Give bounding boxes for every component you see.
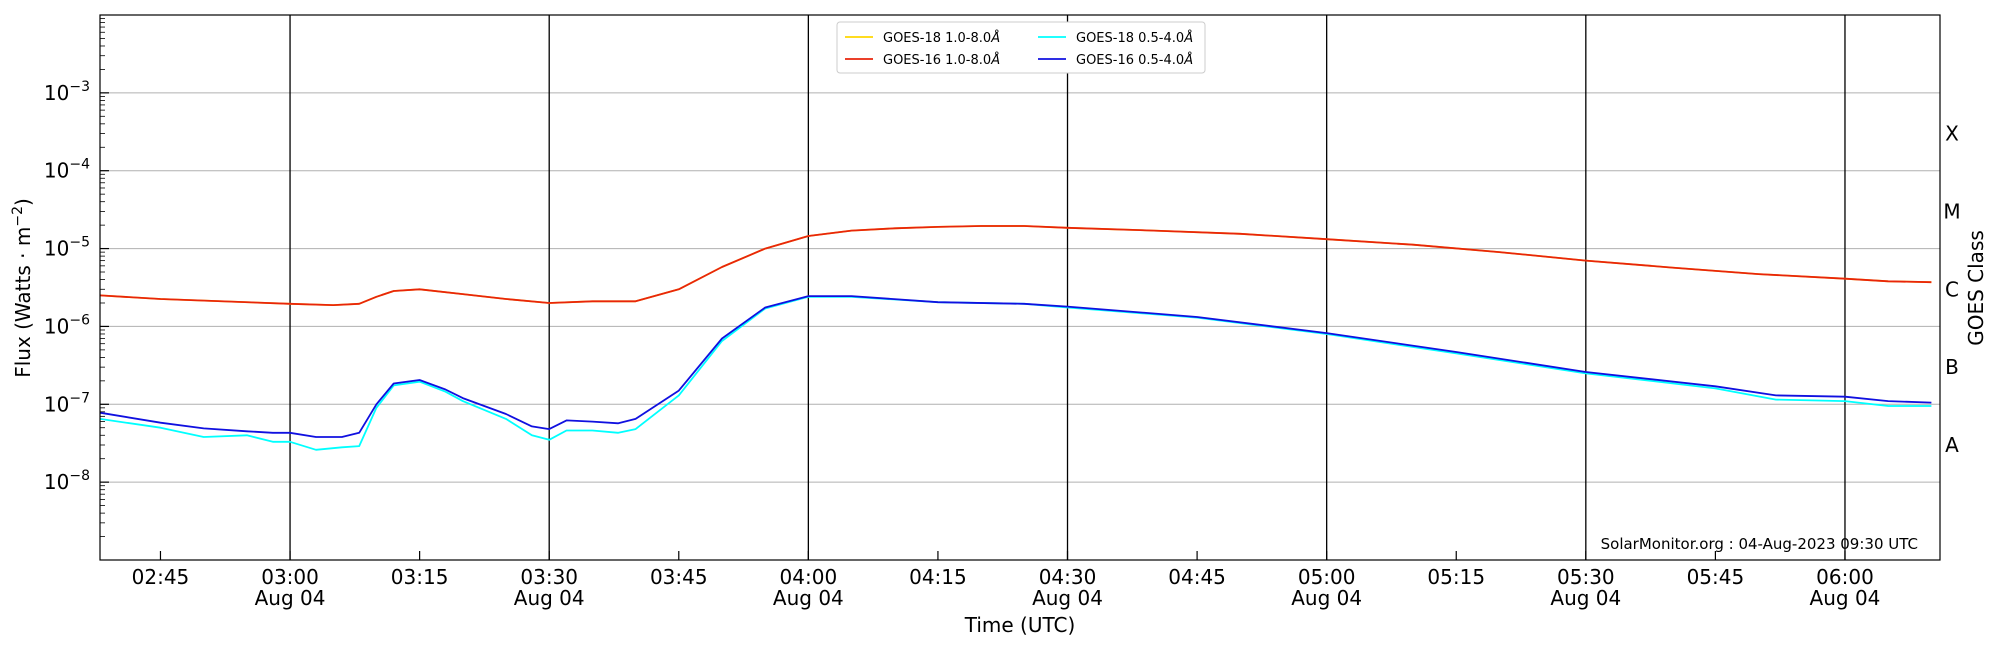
legend-label: GOES-16 0.5-4.0Å [1076,52,1193,68]
x-tick-label: 04:30 [1039,565,1097,589]
y-tick-label: 10−8 [44,468,90,494]
x-tick-label: 03:45 [650,565,708,589]
x-tick-label: 03:00 [261,565,319,589]
legend-box [836,21,1206,74]
series-line [99,225,1932,307]
legend-label: GOES-16 1.0-8.0Å [883,52,1000,68]
goes-class-label: B [1945,355,1959,379]
y-tick-label: 10−5 [44,235,90,261]
plot-frame [99,14,1941,561]
x-tick-label: 06:00 [1816,565,1874,589]
x-tick-date-label: Aug 04 [1291,586,1362,610]
y-tick-label: 10−6 [44,312,90,338]
x-tick-label: 03:15 [391,565,449,589]
goes-class-label: X [1945,122,1959,146]
series-line [99,295,1932,451]
legend-label: GOES-18 0.5-4.0Å [1076,30,1193,46]
x-tick-label: 03:30 [520,565,578,589]
x-tick-label: 02:45 [132,565,190,589]
x-tick-date-label: Aug 04 [1550,586,1621,610]
y-axis-label: Flux (Watts · m−2) [10,198,35,378]
y-tick-label: 10−7 [44,390,90,416]
goes-class-label: A [1945,433,1959,457]
legend: GOES-18 1.0-8.0Å GOES-16 1.0-8.0Å GOES-18 … [836,21,1206,74]
legend-entries: GOES-18 1.0-8.0Å GOES-16 1.0-8.0Å GOES-18 … [845,30,1193,68]
x-tick-date-label: Aug 04 [1032,586,1103,610]
y-tick-label: 10−3 [44,79,90,105]
y-tick-label: 10−4 [44,157,90,183]
series-line [99,295,1932,438]
x-tick-date-label: Aug 04 [514,586,585,610]
x-tick-date-label: Aug 04 [1810,586,1881,610]
x-tick-label: 04:15 [909,565,967,589]
x-tick-label: 05:45 [1687,565,1745,589]
x-tick-label: 05:15 [1427,565,1485,589]
x-tick-date-label: Aug 04 [773,586,844,610]
x-tick-label: 04:45 [1168,565,1226,589]
x-tick-label: 05:30 [1557,565,1615,589]
goes-class-axis-label: GOES Class [1964,230,1988,346]
y-axis-label-text: Flux (Watts · m [11,227,35,378]
y-axis-label-exponent: −2 [10,206,26,227]
y-gridlines [100,92,1940,483]
legend-label: GOES-18 1.0-8.0Å [883,30,1000,46]
x-tick-date-label: Aug 04 [255,586,326,610]
day-time-markers [289,15,1846,560]
source-annotation: SolarMonitor.org : 04-Aug-2023 09:30 UTC [1601,535,1918,553]
goes-class-labels: A B C M X [1943,122,1960,457]
x-axis-label: Time (UTC) [964,613,1076,637]
x-tick-label: 04:00 [780,565,838,589]
y-axis-label-close: ) [11,198,35,206]
x-tick-label: 05:00 [1298,565,1356,589]
goes-class-label: M [1943,199,1960,223]
series-lines [99,225,1932,451]
y-axis-ticks: 10−8 10−7 10−6 10−5 10−4 10−3 [44,18,109,537]
goes-class-label: C [1945,277,1959,301]
